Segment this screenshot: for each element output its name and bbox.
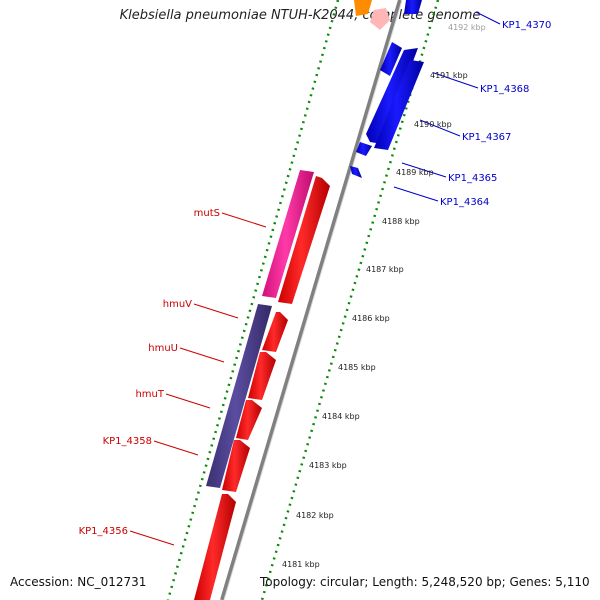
backbone-highlight xyxy=(223,0,403,600)
genome-backbone xyxy=(220,0,402,600)
gene-labels: mutS hmuV hmuU hmuT KP1_4358 KP1_4356 KP1_4370… xyxy=(79,20,552,537)
gene-kp1-4358 xyxy=(222,440,250,492)
gene-kp1-4364 xyxy=(350,166,362,178)
tick-label: 4188 kbp xyxy=(382,217,420,226)
gene-kp1-4356 xyxy=(194,494,236,600)
gene-label-right: KP1_4368 xyxy=(480,84,529,95)
gene-kp1-4367 xyxy=(374,60,424,150)
tick-label: 4181 kbp xyxy=(282,560,320,569)
right-leader-lines xyxy=(393,11,501,202)
gene-mutS-outer xyxy=(262,170,314,298)
gene-kp1-4366 xyxy=(356,142,372,156)
gene-label-left: hmuV xyxy=(163,299,192,310)
tick-label: 4191 kbp xyxy=(430,71,468,80)
map-title: Klebsiella pneumoniae NTUH-K2044, comple… xyxy=(119,8,481,23)
orange-feature xyxy=(354,0,372,16)
gene-kp1-4370 xyxy=(404,0,422,14)
tick-label: 4187 kbp xyxy=(366,265,404,274)
gene-label-right: KP1_4365 xyxy=(448,173,497,184)
gene-label-right: KP1_4364 xyxy=(440,197,489,208)
tick-label: 4182 kbp xyxy=(296,511,334,520)
gene-label-left: hmuT xyxy=(135,389,164,400)
gene-label-left: hmuU xyxy=(148,343,178,354)
tick-label: 4189 kbp xyxy=(396,168,434,177)
gene-purple xyxy=(206,304,272,488)
gene-label-left: KP1_4356 xyxy=(79,526,128,537)
gene-kp1-4369 xyxy=(380,42,402,76)
tick-label: 4183 kbp xyxy=(309,461,347,470)
left-leader-lines xyxy=(129,212,267,546)
gene-kp1-4368 xyxy=(366,48,418,144)
gene-hmuU xyxy=(248,352,276,400)
gene-label-right: KP1_4370 xyxy=(502,20,551,31)
topology-text: Topology: circular; Length: 5,248,520 bp… xyxy=(260,575,590,589)
gene-label-left: KP1_4358 xyxy=(103,436,152,447)
tick-label: 4192 kbp xyxy=(448,23,486,32)
tick-label: 4185 kbp xyxy=(338,363,376,372)
gene-label-right: KP1_4367 xyxy=(462,132,511,143)
accession-text: Accession: NC_012731 xyxy=(10,575,147,589)
gene-label-left: mutS xyxy=(194,208,220,219)
tick-label: 4186 kbp xyxy=(352,314,390,323)
gene-hmuV xyxy=(262,312,288,352)
tick-label: 4184 kbp xyxy=(322,412,360,421)
gene-mutS xyxy=(278,176,330,304)
pink-feature xyxy=(370,8,390,30)
gene-hmuT xyxy=(236,400,262,440)
outer-dotted-track xyxy=(166,0,340,600)
coordinate-ticks: 4181 kbp 4182 kbp 4183 kbp 4184 kbp 4185 kbp… xyxy=(282,23,486,569)
tick-label: 4190 kbp xyxy=(414,120,452,129)
